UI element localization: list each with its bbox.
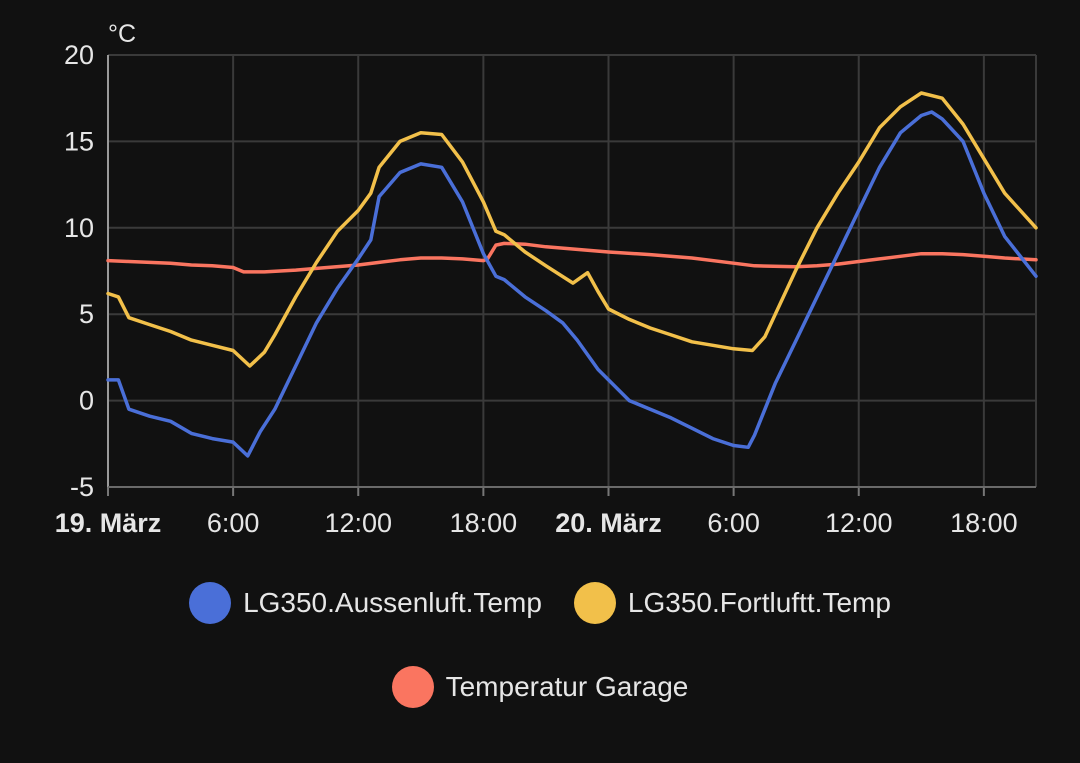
chart: °C 20 15 10 5 0 -5 19. März 6:00 12:00 18:00 20. …: [55, 20, 1038, 538]
x-tick-label: 12:00: [324, 508, 392, 538]
x-tick-label: 18:00: [950, 508, 1018, 538]
series-line-1[interactable]: [106, 91, 1038, 368]
legend-row-1: LG350.Aussenluft.Temp LG350.Fortluftt.Te…: [0, 580, 1080, 626]
y-tick-label: 5: [79, 299, 94, 329]
series-line-2[interactable]: [106, 241, 1038, 274]
legend-label: LG350.Aussenluft.Temp: [243, 587, 542, 618]
x-tick-label: 6:00: [707, 508, 760, 538]
y-axis-ticks: 20 15 10 5 0 -5: [64, 40, 94, 502]
legend-dot-icon: [391, 666, 434, 708]
y-tick-label: -5: [70, 472, 94, 502]
legend-label: Temperatur Garage: [445, 671, 689, 702]
y-tick-label: 10: [64, 213, 94, 243]
x-axis-ticks: 19. März 6:00 12:00 18:00 20. März 6:00 12:00 1…: [55, 508, 1018, 538]
legend-item-garage[interactable]: Temperatur Garage: [391, 666, 689, 708]
legend-row-2: Temperatur Garage: [0, 664, 1080, 710]
y-tick-label: 20: [64, 40, 94, 70]
legend-item-fortluft[interactable]: LG350.Fortluftt.Temp: [573, 582, 891, 624]
x-tick-label: 12:00: [825, 508, 893, 538]
x-tick-label: 19. März: [55, 508, 162, 538]
y-tick-label: 15: [64, 126, 94, 156]
legend-dot-icon: [573, 582, 616, 624]
x-tick-label: 18:00: [450, 508, 518, 538]
y-unit-label: °C: [108, 20, 136, 48]
x-tick-label: 20. März: [555, 508, 662, 538]
y-tick-label: 0: [79, 386, 94, 416]
x-tick-label: 6:00: [207, 508, 260, 538]
axes: [107, 55, 1036, 496]
legend-label: LG350.Fortluftt.Temp: [627, 587, 891, 618]
series-layer: [106, 91, 1038, 458]
legend-dot-icon: [189, 582, 232, 624]
series-line-0[interactable]: [106, 110, 1038, 458]
legend-item-aussenluft[interactable]: LG350.Aussenluft.Temp: [189, 582, 542, 624]
